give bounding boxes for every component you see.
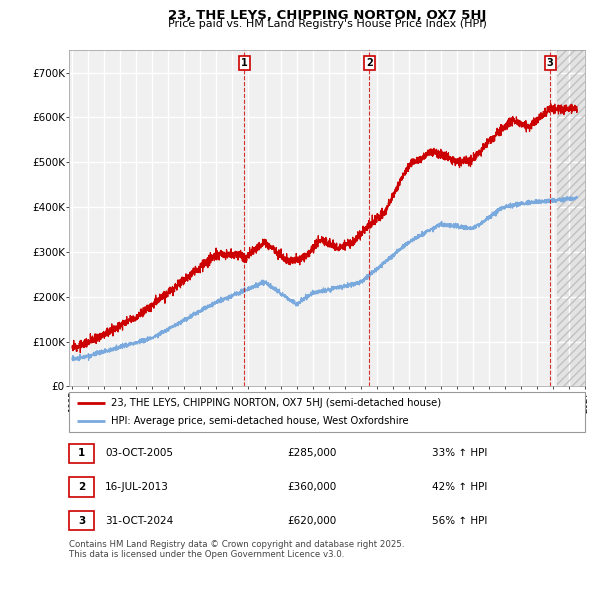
Text: 23, THE LEYS, CHIPPING NORTON, OX7 5HJ (semi-detached house): 23, THE LEYS, CHIPPING NORTON, OX7 5HJ (… (112, 398, 442, 408)
FancyBboxPatch shape (69, 392, 585, 432)
Text: 42% ↑ HPI: 42% ↑ HPI (432, 482, 487, 492)
Text: £620,000: £620,000 (287, 516, 337, 526)
Text: HPI: Average price, semi-detached house, West Oxfordshire: HPI: Average price, semi-detached house,… (112, 416, 409, 426)
Bar (557, 50, 593, 386)
Text: 3: 3 (78, 516, 85, 526)
Text: 1: 1 (241, 58, 248, 68)
Text: 31-OCT-2024: 31-OCT-2024 (105, 516, 173, 526)
Bar (557, 50, 593, 386)
Text: 16-JUL-2013: 16-JUL-2013 (105, 482, 169, 492)
Text: 2: 2 (366, 58, 373, 68)
Text: 2: 2 (78, 482, 85, 492)
Text: 56% ↑ HPI: 56% ↑ HPI (432, 516, 487, 526)
Text: Contains HM Land Registry data © Crown copyright and database right 2025.
This d: Contains HM Land Registry data © Crown c… (69, 540, 404, 559)
Text: 03-OCT-2005: 03-OCT-2005 (105, 448, 173, 458)
Text: Price paid vs. HM Land Registry's House Price Index (HPI): Price paid vs. HM Land Registry's House … (167, 19, 487, 30)
Text: £285,000: £285,000 (287, 448, 337, 458)
Text: 1: 1 (78, 448, 85, 458)
Text: 3: 3 (547, 58, 554, 68)
Text: 23, THE LEYS, CHIPPING NORTON, OX7 5HJ: 23, THE LEYS, CHIPPING NORTON, OX7 5HJ (168, 9, 486, 22)
Text: 33% ↑ HPI: 33% ↑ HPI (432, 448, 487, 458)
Text: £360,000: £360,000 (287, 482, 337, 492)
